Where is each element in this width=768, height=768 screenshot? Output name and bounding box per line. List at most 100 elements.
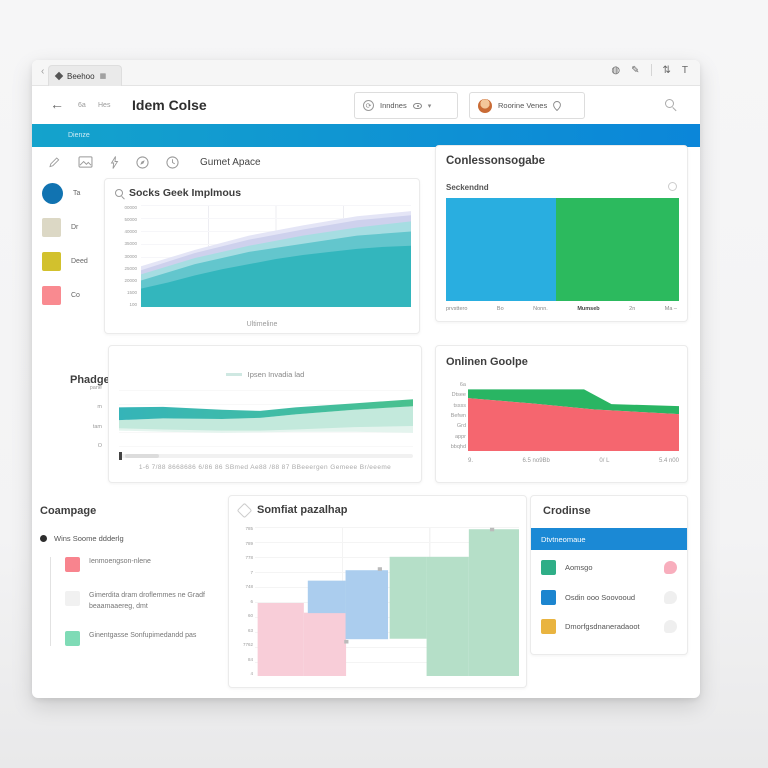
breadcrumb-b[interactable]: Hes	[98, 102, 111, 109]
y-axis-ticks: 00000 50000 40000 35000 30000 25000 20000 1500 1…	[124, 205, 137, 307]
legend-item[interactable]: Ienmoengson-nlene	[65, 557, 220, 572]
legend-label: Deed	[71, 257, 88, 265]
legend-swatch-pink	[42, 285, 61, 305]
tab-extension-icon: ▦	[99, 73, 107, 80]
radio-option[interactable]: Wins Soome ddderlg	[40, 534, 220, 543]
legend-swatch-beige	[42, 217, 61, 237]
user-name-label: Roorine Venes	[498, 101, 548, 110]
legend-label: Ipsen Invadia lad	[247, 370, 305, 379]
swatch-yellow	[541, 618, 556, 634]
pen-icon[interactable]: ✎	[631, 64, 640, 76]
chart-card-split-bar: Conlessonsogabe Seckendnd prvsttero Bo Non…	[435, 145, 688, 322]
x-axis-ticks: 9. 6.5 no9Bb 0/ L 5.4 n00	[468, 458, 679, 464]
back-button[interactable]: ←	[50, 96, 64, 112]
page-title: Idem Colse	[132, 97, 207, 113]
options-circle-icon[interactable]	[668, 182, 677, 191]
space-banner[interactable]: Dienze	[32, 124, 700, 147]
chart-card-band-area: Ipsen Invadia lad 1-6 7/88 8668686 6/86 …	[108, 345, 422, 483]
list-item[interactable]: Dmorfgsdnaneradaoot	[531, 613, 687, 639]
app-header: ← 6a Hes Idem Colse ⟳ Inndnes ▾ Roorine …	[32, 86, 700, 124]
image-icon[interactable]	[78, 156, 93, 168]
chart-title: Somfiat pazalhap	[257, 504, 348, 516]
legend-item[interactable]: Co	[42, 284, 102, 306]
credits-card: Crodinse Dtvtneomaue Aomsgo Osdin ooo So…	[530, 495, 688, 655]
radio-label: Wins Soome ddderlg	[54, 534, 124, 543]
list-item-label: Osdin ooo Soovooud	[565, 592, 636, 602]
dashboard-legend: Ta Dr Deed Co	[42, 182, 102, 318]
browser-tab[interactable]: Beehoo ▦	[48, 65, 122, 86]
edit-icon[interactable]	[48, 156, 61, 169]
user-menu-button[interactable]: Roorine Venes	[469, 92, 585, 119]
waterfall-plot[interactable]	[255, 527, 519, 676]
chart-title: Conlessonsogabe	[446, 155, 546, 167]
chart-card-stacked-area: Socks Geek Implmous 00000 50000 40000 35000…	[104, 178, 420, 334]
x-axis-ticks: prvsttero Bo Nonn. Mumseb 2n Ma –	[446, 306, 677, 312]
browser-window: ‹ Beehoo ▦ ◍ ✎ ⇅ T ← 6a Hes Idem Colse ⟳…	[32, 60, 700, 698]
tab-scroll-chevron-icon[interactable]: ‹	[41, 66, 45, 77]
segment-green[interactable]	[555, 198, 679, 301]
panel-title: Coampage	[40, 505, 97, 517]
banner-label: Dienze	[68, 132, 90, 139]
legend-swatch-gray	[65, 591, 80, 606]
extensions-icon[interactable]: ◍	[611, 64, 621, 76]
y-axis-ticks: 6a Dtsee tssss Befwn Grd appr bbqhd	[450, 382, 466, 450]
legend-item[interactable]: Deed	[42, 250, 102, 272]
space-name-label[interactable]: Gumet Apace	[200, 156, 261, 168]
legend-item[interactable]: Ta	[42, 182, 102, 204]
status-badge[interactable]	[664, 619, 677, 633]
scrollbar-handle[interactable]	[125, 454, 159, 458]
legend-swatch-blue	[42, 182, 63, 204]
band-area-plot[interactable]	[119, 390, 413, 448]
split-bar-plot[interactable]	[446, 198, 679, 301]
search-icon[interactable]	[665, 99, 674, 108]
x-axis-ticks: 1-6 7/88 8668686 6/86 86 SBmed Ae88 /88 …	[138, 464, 392, 471]
browser-tab-bar: ‹ Beehoo ▦ ◍ ✎ ⇅ T	[32, 60, 700, 86]
chart-legend[interactable]: Ipsen Invadia lad	[109, 370, 421, 379]
radio-selected-icon	[40, 535, 47, 542]
scrollbar-nub[interactable]	[119, 452, 122, 460]
text-tool-icon[interactable]: T	[681, 64, 688, 76]
magnifier-icon[interactable]	[115, 189, 123, 197]
legend-line-swatch	[225, 373, 242, 376]
list-header[interactable]: Dtvtneomaue	[531, 528, 687, 550]
breadcrumb-a[interactable]: 6a	[78, 102, 86, 109]
browser-top-icons: ◍ ✎ ⇅ T	[611, 64, 688, 76]
stacked-area-plot[interactable]	[468, 384, 679, 451]
segment-blue[interactable]	[446, 198, 556, 301]
diamond-icon[interactable]	[236, 502, 253, 518]
list-item[interactable]: Osdin ooo Soovooud	[531, 584, 687, 610]
status-badge[interactable]	[664, 560, 677, 574]
space-toolbar: Gumet Apace	[32, 148, 700, 176]
refresh-dropdown-button[interactable]: ⟳ Inndnes ▾	[354, 92, 458, 119]
list-item-label: Aomsgo	[565, 562, 593, 572]
legend-item[interactable]: Dr	[42, 216, 102, 238]
campaign-panel: Coampage Wins Soome ddderlg Ienmoengson-…	[40, 505, 220, 665]
legend-label: Gimerdita dram droflemmes ne Gradf beaama…	[89, 592, 205, 610]
legend-item[interactable]: Ginentgasse Sonfupimedandd pas	[65, 631, 220, 646]
legend-swatch-yellow	[42, 251, 61, 271]
y-axis-ticks: pane m tam O	[89, 385, 102, 449]
legend-label: Dr	[71, 223, 79, 231]
y-axis-ticks: 785 789 778 7 748 6 60 63 7762 84 4	[242, 526, 253, 676]
legend-swatch-pink	[65, 557, 80, 572]
chart-scrollbar[interactable]	[119, 452, 413, 460]
chart-card-red-green: Onlinen Goolpe 6a Dtsee tssss Befwn Grd appr b…	[435, 345, 688, 483]
chart-title: Phadge	[70, 374, 110, 386]
legend-label: Ginentgasse Sonfupimedandd pas	[89, 632, 197, 639]
eye-icon	[412, 102, 422, 109]
divider	[650, 64, 652, 76]
legend-item[interactable]: Gimerdita dram droflemmes ne Gradf beaama…	[65, 591, 220, 612]
list-item[interactable]: Aomsgo	[531, 554, 687, 580]
refresh-icon: ⟳	[363, 100, 374, 111]
location-pin-icon	[553, 100, 562, 111]
stacked-area-plot[interactable]	[141, 205, 411, 307]
bolt-icon[interactable]	[110, 155, 119, 169]
list-header-label: Dtvtneomaue	[541, 534, 586, 544]
card-title: Crodinse	[543, 505, 591, 517]
compass-icon[interactable]	[136, 155, 149, 169]
legend-label: Ta	[73, 189, 81, 197]
clock-icon[interactable]	[166, 155, 179, 169]
status-badge[interactable]	[664, 590, 677, 604]
chart-card-waterfall: Somfiat pazalhap 785 789 778 7 748 6 60 63 7762 8…	[228, 495, 527, 688]
sort-icon[interactable]: ⇅	[662, 64, 671, 76]
